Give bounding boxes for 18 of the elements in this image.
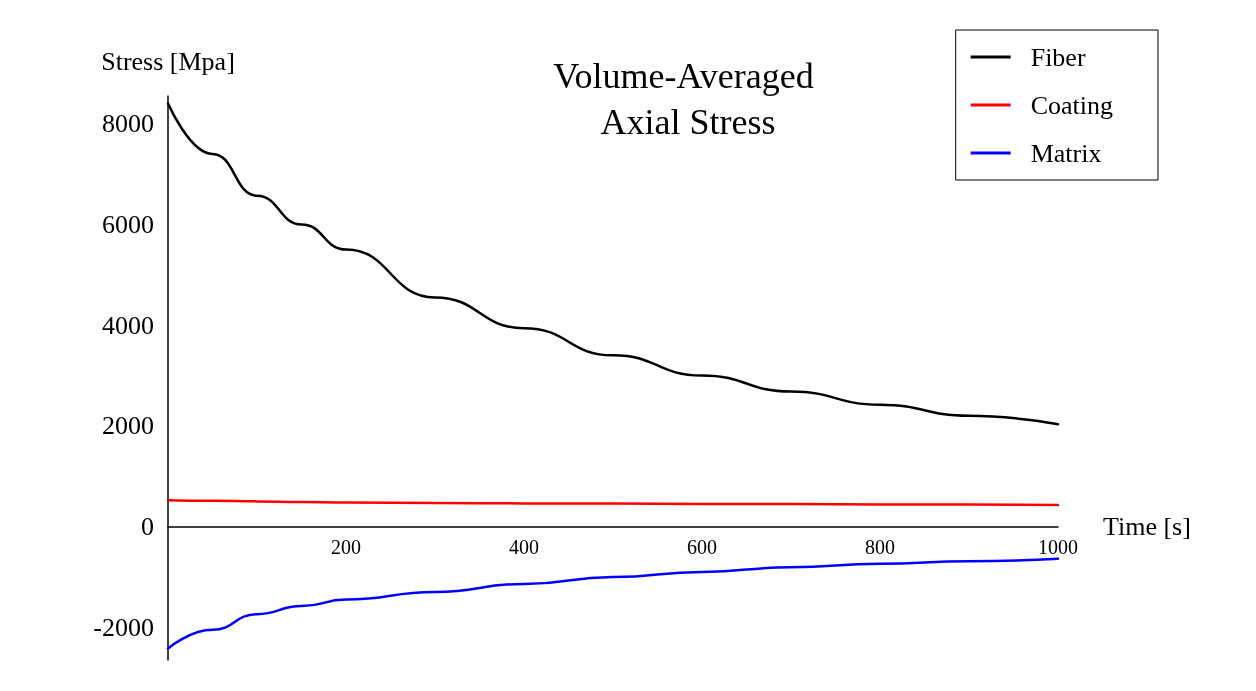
y-tick-label: 4000 — [102, 310, 154, 340]
y-axis-title: Stress [Mpa] — [101, 46, 235, 76]
legend-label: Matrix — [1030, 138, 1102, 168]
x-tick-label: 600 — [687, 535, 717, 558]
y-tick-label: 2000 — [102, 411, 154, 441]
x-tick-label: 200 — [331, 535, 361, 558]
y-tick-label: 0 — [141, 512, 154, 542]
y-tick-label: -2000 — [93, 612, 154, 642]
x-tick-label: 400 — [509, 535, 539, 558]
x-tick-label: 1000 — [1038, 535, 1078, 558]
y-tick-label: 6000 — [102, 209, 154, 239]
x-axis-title: Time [s] — [1103, 512, 1191, 542]
chart-title: Volume-Averaged Axial Stress — [553, 56, 823, 142]
x-tick-label: 800 — [865, 535, 895, 558]
legend-label: Coating — [1030, 90, 1114, 120]
y-tick-label: 8000 — [102, 109, 154, 139]
line-series — [166, 557, 1060, 650]
legend-label: Fiber — [1030, 42, 1086, 72]
